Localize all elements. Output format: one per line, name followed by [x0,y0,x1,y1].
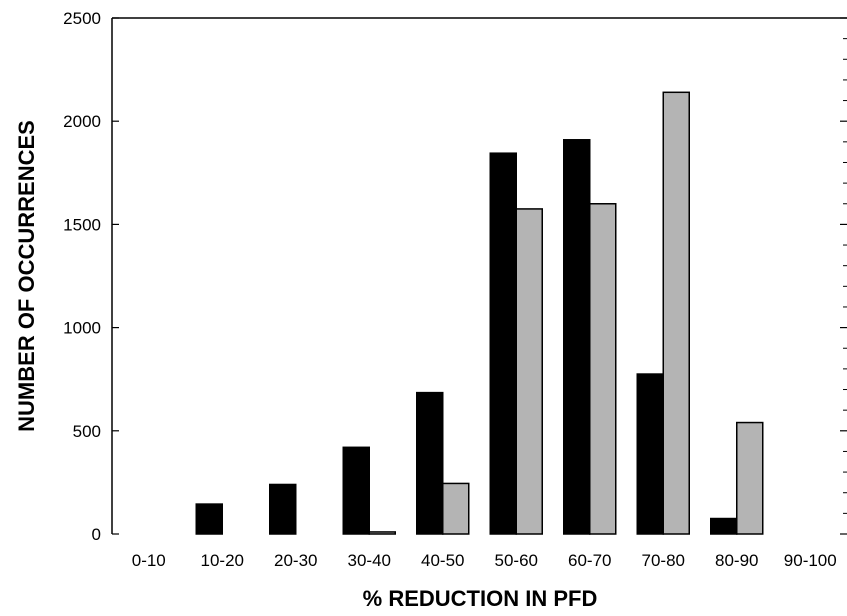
bar-series-2-30-40 [368,531,396,535]
bar-series-2-80-90 [736,421,764,535]
x-tick-label: 50-60 [495,551,538,570]
bar-series-1-40-50 [416,391,444,535]
y-axis-title: NUMBER OF OCCURRENCES [14,120,39,432]
y-tick-label: 500 [73,422,101,441]
y-tick-label: 1500 [63,215,101,234]
x-tick-label: 90-100 [784,551,837,570]
bar-series-1-60-70 [563,139,591,535]
x-tick-label: 0-10 [132,551,166,570]
y-tick-label: 1000 [63,319,101,338]
bar-series-1-20-30 [269,483,297,535]
x-tick-label: 80-90 [715,551,758,570]
tick-labels: 0 500 1000 1500 2000 2500 0-10 10-20 20-30 30-40 4… [63,9,837,570]
x-tick-label: 40-50 [421,551,464,570]
x-tick-label: 70-80 [642,551,685,570]
bars [195,91,764,535]
bar-series-2-70-80 [662,91,690,535]
bar-series-2-40-50 [442,482,470,535]
y-tick-label: 2500 [63,9,101,28]
x-tick-label: 30-40 [348,551,391,570]
bar-series-1-70-80 [636,373,664,535]
x-tick-label: 10-20 [201,551,244,570]
axes [111,17,847,535]
x-tick-label: 20-30 [274,551,317,570]
bar-series-2-60-70 [589,203,617,535]
y-tick-label: 0 [92,525,101,544]
bar-series-2-50-60 [515,208,543,535]
y-tick-label: 2000 [63,112,101,131]
x-tick-label: 60-70 [568,551,611,570]
x-axis-title: % REDUCTION IN PFD [363,586,598,611]
bar-series-1-30-40 [342,446,370,535]
bar-series-1-10-20 [195,503,223,535]
bar-series-1-80-90 [710,517,738,535]
bar-series-1-50-60 [489,152,517,535]
